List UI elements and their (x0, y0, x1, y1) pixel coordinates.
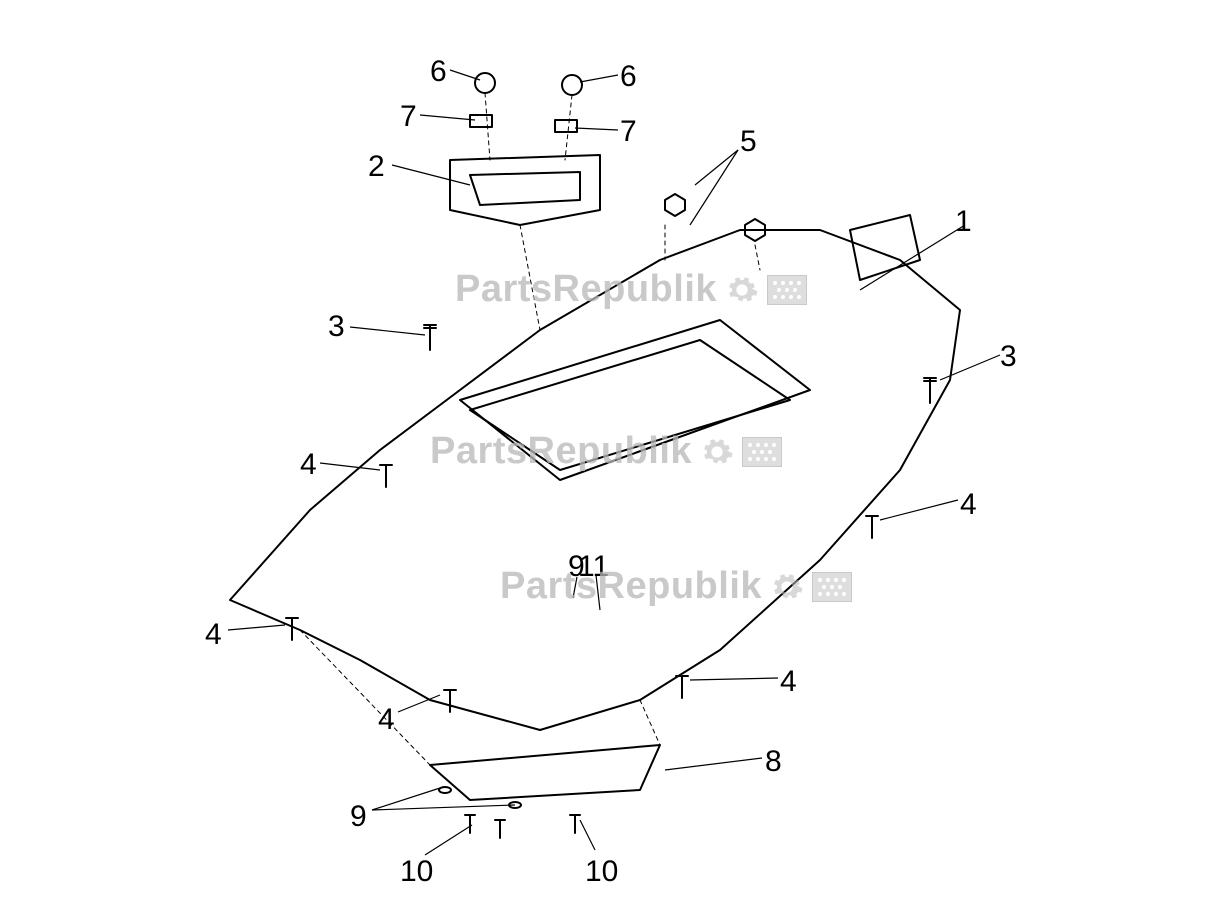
callout-6b: 6 (620, 60, 637, 94)
watermark-text: PartsRepublik (430, 430, 692, 473)
callout-4b: 4 (960, 488, 977, 522)
watermark-text: PartsRepublik (500, 565, 762, 608)
watermark-text: PartsRepublik (455, 268, 717, 311)
callout-6a: 6 (430, 55, 447, 89)
callout-7b: 7 (620, 115, 637, 149)
callout-3b: 3 (1000, 340, 1017, 374)
callout-2: 2 (368, 150, 385, 184)
callout-3a: 3 (328, 310, 345, 344)
callout-10a: 10 (400, 855, 433, 889)
watermark: PartsRepublik (455, 268, 807, 311)
gear-icon (725, 273, 759, 307)
exploded-parts-diagram: 12334444456677899101011PartsRepublikPart… (0, 0, 1205, 904)
gear-icon (770, 570, 804, 604)
callout-4e: 4 (378, 703, 395, 737)
watermark: PartsRepublik (500, 565, 852, 608)
gear-icon (700, 435, 734, 469)
watermark: PartsRepublik (430, 430, 782, 473)
callout-5: 5 (740, 125, 757, 159)
callout-4a: 4 (300, 448, 317, 482)
callout-4d: 4 (780, 665, 797, 699)
callout-1: 1 (955, 205, 972, 239)
flag-icon (742, 437, 782, 467)
callout-4c: 4 (205, 618, 222, 652)
flag-icon (767, 275, 807, 305)
callout-8: 8 (765, 745, 782, 779)
callout-7a: 7 (400, 100, 417, 134)
callout-10b: 10 (585, 855, 618, 889)
callout-9b: 9 (350, 800, 367, 834)
flag-icon (812, 572, 852, 602)
